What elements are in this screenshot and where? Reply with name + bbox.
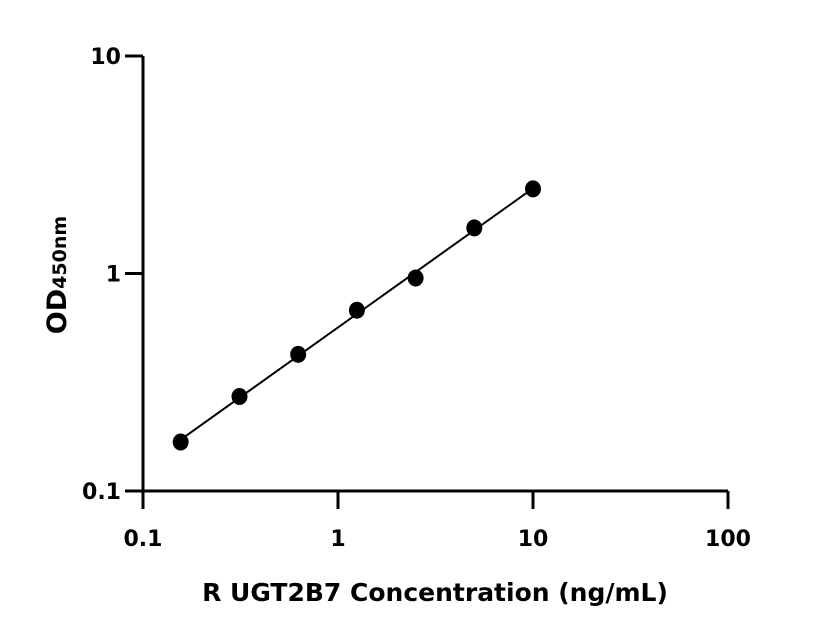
x-tick-label: 10 [518,527,549,552]
data-point [231,387,248,405]
y-tick-label: 10 [90,45,121,70]
data-point [172,433,189,451]
y-tick-label: 1 [106,263,121,288]
data-point [525,180,541,198]
y-axis-title-sub: 450nm [49,216,71,289]
x-tick-label: 100 [705,527,751,552]
x-tick-label: 1 [330,527,345,552]
y-axis-title: OD450nm [42,216,73,334]
y-tick-label: 0.1 [82,480,121,505]
x-axis-title: R UGT2B7 Concentration (ng/mL) [202,578,668,607]
data-point [407,269,424,287]
data-point [466,219,483,237]
x-tick-label: 0.1 [124,527,163,552]
data-point [348,301,365,319]
y-axis-title-main: OD [42,289,73,334]
data-point [290,345,307,363]
plot-area: 0.1 1 10 100 0.1 1 10 [82,45,751,552]
